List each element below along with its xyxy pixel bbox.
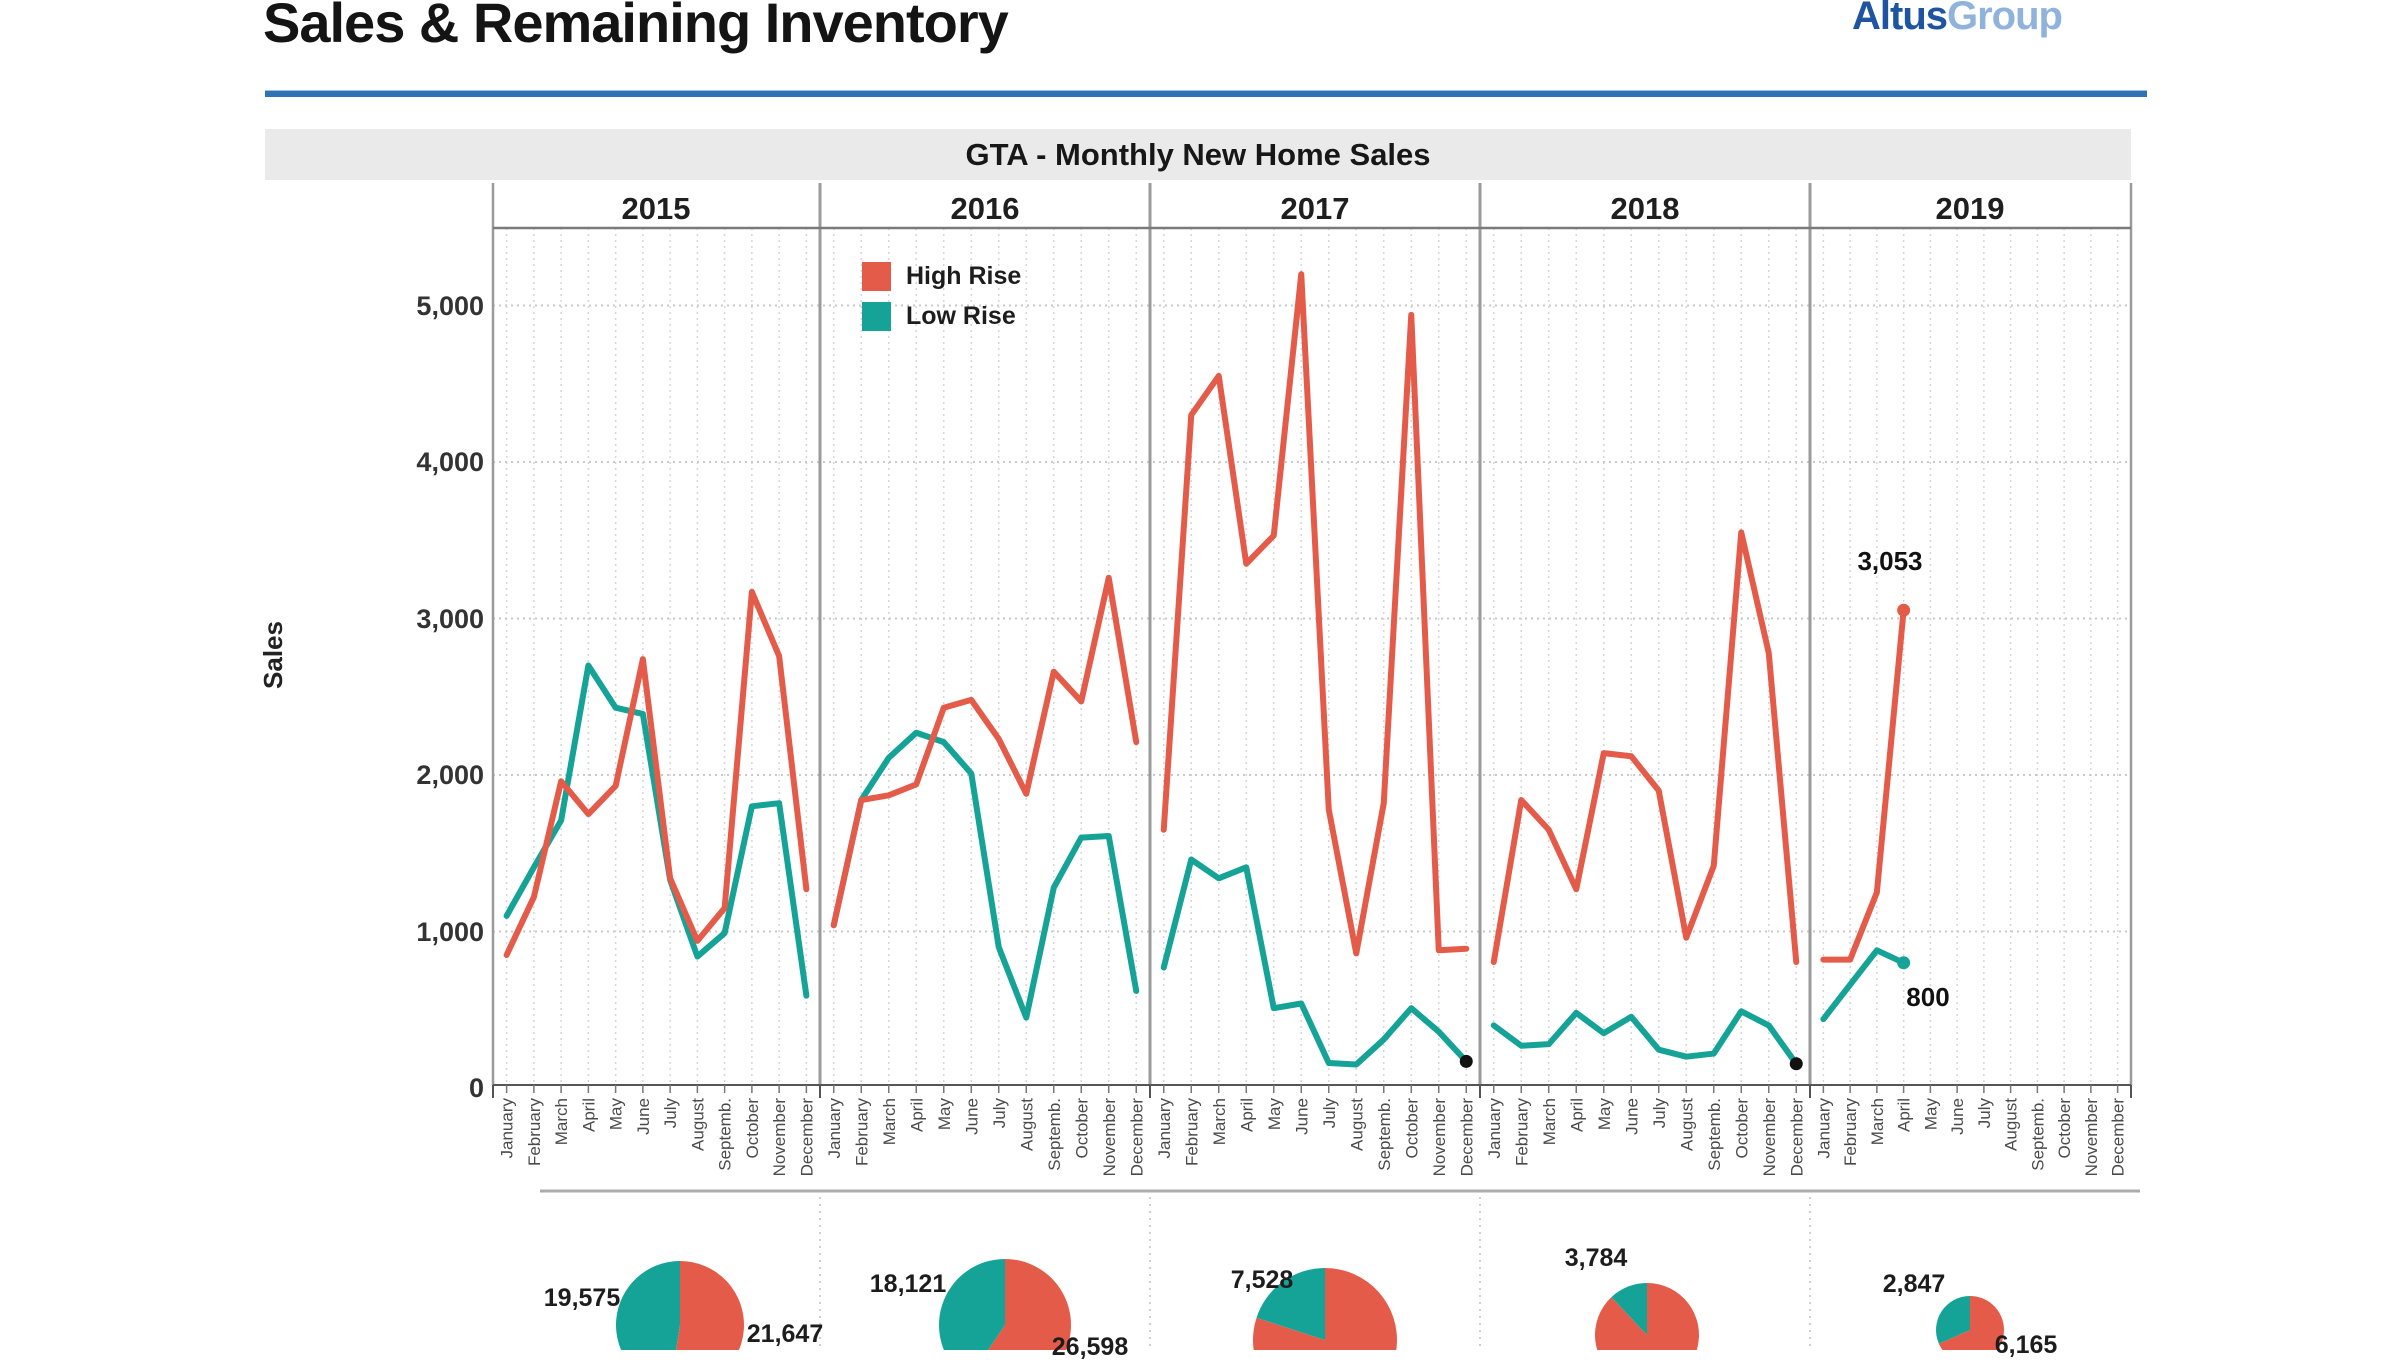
year-header-2019: 2019 xyxy=(1935,191,2005,226)
legend-label-low-rise: Low Rise xyxy=(906,302,1016,330)
svg-text:August: August xyxy=(688,1098,707,1151)
pie-label-2019-low: 2,847 xyxy=(1882,1270,1946,1298)
year-header-2016: 2016 xyxy=(950,191,1020,226)
svg-text:November: November xyxy=(770,1098,789,1177)
svg-text:October: October xyxy=(1402,1098,1421,1159)
logo-altus-text: Altus xyxy=(1852,0,1948,38)
pie-label-2016-high: 26,598 xyxy=(1051,1333,1129,1361)
svg-text:June: June xyxy=(634,1098,653,1135)
svg-text:March: March xyxy=(880,1098,899,1145)
svg-text:December: December xyxy=(1127,1098,1146,1177)
annotation-high-rise-3053: 3,053 xyxy=(1857,546,1923,576)
svg-text:April: April xyxy=(1237,1098,1256,1132)
svg-text:August: August xyxy=(1677,1098,1696,1151)
svg-text:December: December xyxy=(797,1098,816,1177)
svg-text:November: November xyxy=(1100,1098,1119,1177)
year-header-2017: 2017 xyxy=(1280,191,1350,226)
svg-text:April: April xyxy=(1567,1098,1586,1132)
svg-text:October: October xyxy=(2055,1098,2074,1159)
svg-text:October: October xyxy=(1732,1098,1751,1159)
page-title: Sales & Remaining Inventory xyxy=(263,0,1009,54)
svg-text:October: October xyxy=(743,1098,762,1159)
svg-text:July: July xyxy=(1320,1098,1339,1129)
pie-label-2019-high: 6,165 xyxy=(1994,1331,2058,1359)
year-header-2018: 2018 xyxy=(1610,191,1680,226)
y-tick-label: 5,000 xyxy=(416,291,484,321)
legend-item-low-rise: Low Rise xyxy=(862,302,1021,331)
svg-text:April: April xyxy=(579,1098,598,1132)
svg-text:March: March xyxy=(1210,1098,1229,1145)
svg-text:February: February xyxy=(1841,1098,1860,1167)
svg-text:March: March xyxy=(552,1098,571,1145)
svg-text:May: May xyxy=(1265,1098,1284,1131)
pie-label-2016-low: 18,121 xyxy=(869,1270,947,1298)
svg-text:Septemb.: Septemb. xyxy=(1705,1098,1724,1171)
y-tick-label: 3,000 xyxy=(416,604,484,634)
svg-text:June: June xyxy=(962,1098,981,1135)
pie-label-2015-low: 19,575 xyxy=(543,1284,621,1312)
altus-group-logo: AltusGroup xyxy=(1852,0,2152,39)
svg-text:Septemb.: Septemb. xyxy=(1375,1098,1394,1171)
svg-text:January: January xyxy=(1485,1098,1504,1159)
svg-text:July: July xyxy=(661,1098,680,1129)
pie-label-2015-high: 21,647 xyxy=(746,1320,824,1348)
svg-text:February: February xyxy=(852,1098,871,1167)
logo-group-text: Group xyxy=(1947,0,2063,38)
svg-text:Septemb.: Septemb. xyxy=(716,1098,735,1171)
y-tick-label: 0 xyxy=(468,1073,484,1103)
svg-text:Septemb.: Septemb. xyxy=(1045,1098,1064,1171)
svg-text:August: August xyxy=(1017,1098,1036,1151)
svg-text:October: October xyxy=(1072,1098,1091,1159)
svg-text:December: December xyxy=(1787,1098,1806,1177)
svg-text:December: December xyxy=(2109,1098,2128,1177)
svg-text:June: June xyxy=(1622,1098,1641,1135)
svg-text:November: November xyxy=(2082,1098,2101,1177)
svg-text:June: June xyxy=(1292,1098,1311,1135)
svg-text:June: June xyxy=(1948,1098,1967,1135)
title-divider-rule xyxy=(265,90,2147,97)
y-tick-label: 2,000 xyxy=(416,760,484,790)
pie-label-2017-low: 7,528 xyxy=(1230,1266,1294,1294)
legend-item-high-rise: High Rise xyxy=(862,262,1021,291)
svg-text:April: April xyxy=(907,1098,926,1132)
svg-text:August: August xyxy=(1347,1098,1366,1151)
chart-title-bar: GTA - Monthly New Home Sales xyxy=(265,129,2131,180)
svg-text:February: February xyxy=(525,1098,544,1167)
svg-text:November: November xyxy=(1430,1098,1449,1177)
svg-text:July: July xyxy=(990,1098,1009,1129)
y-tick-label: 1,000 xyxy=(416,917,484,947)
svg-text:January: January xyxy=(1155,1098,1174,1159)
svg-text:January: January xyxy=(1814,1098,1833,1159)
low-rise-swatch-icon xyxy=(862,302,891,331)
svg-text:August: August xyxy=(2002,1098,2021,1151)
pie-label-2018-low: 3,784 xyxy=(1564,1244,1628,1272)
svg-text:February: February xyxy=(1182,1098,1201,1167)
legend-label-high-rise: High Rise xyxy=(906,262,1022,290)
svg-text:November: November xyxy=(1760,1098,1779,1177)
year-header-2015: 2015 xyxy=(621,191,691,226)
chart-title: GTA - Monthly New Home Sales xyxy=(965,136,1431,172)
annotation-low-rise-800: 800 xyxy=(1906,982,1950,1012)
svg-text:March: March xyxy=(1868,1098,1887,1145)
svg-text:Septemb.: Septemb. xyxy=(2028,1098,2047,1171)
legend: High Rise Low Rise xyxy=(862,262,1021,342)
svg-text:January: January xyxy=(498,1098,517,1159)
y-axis-title: Sales xyxy=(258,621,288,689)
svg-text:January: January xyxy=(825,1098,844,1159)
svg-text:February: February xyxy=(1512,1098,1531,1167)
svg-text:May: May xyxy=(935,1098,954,1131)
y-tick-label: 4,000 xyxy=(416,447,484,477)
svg-text:May: May xyxy=(1595,1098,1614,1131)
svg-text:May: May xyxy=(1921,1098,1940,1131)
svg-text:July: July xyxy=(1975,1098,1994,1129)
svg-text:May: May xyxy=(607,1098,626,1131)
svg-text:December: December xyxy=(1457,1098,1476,1177)
svg-text:July: July xyxy=(1650,1098,1669,1129)
high-rise-swatch-icon xyxy=(862,262,891,291)
svg-text:March: March xyxy=(1540,1098,1559,1145)
svg-text:April: April xyxy=(1895,1098,1914,1132)
